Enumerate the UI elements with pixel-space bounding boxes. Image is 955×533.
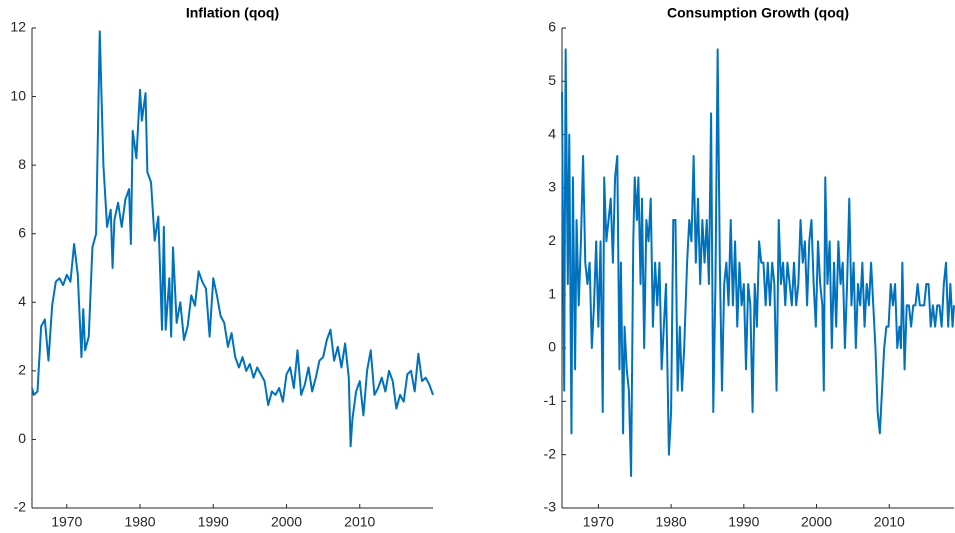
x-tick-label: 2010 — [344, 514, 375, 530]
x-tick-label: 1970 — [583, 514, 614, 530]
y-tick-label: 4 — [18, 293, 26, 309]
y-tick-label: 5 — [548, 72, 556, 88]
y-tick-label: 6 — [18, 224, 26, 240]
chart-title: Inflation (qoq) — [186, 5, 279, 21]
y-tick-label: 3 — [548, 179, 556, 195]
y-tick-label: 4 — [548, 125, 556, 141]
y-tick-label: 12 — [10, 19, 26, 35]
y-tick-label: -1 — [544, 392, 557, 408]
y-tick-label: 0 — [18, 430, 26, 446]
x-tick-label: 2000 — [801, 514, 832, 530]
x-tick-label: 2010 — [874, 514, 905, 530]
chart-title: Consumption Growth (qoq) — [667, 5, 849, 21]
y-tick-label: 8 — [18, 156, 26, 172]
y-tick-label: 6 — [548, 19, 556, 35]
x-tick-label: 1970 — [51, 514, 82, 530]
y-tick-label: 2 — [18, 362, 26, 378]
x-tick-label: 1990 — [728, 514, 759, 530]
y-tick-label: -3 — [544, 499, 557, 515]
y-tick-label: -2 — [14, 499, 27, 515]
x-tick-label: 2000 — [271, 514, 302, 530]
y-tick-label: 0 — [548, 339, 556, 355]
x-tick-label: 1990 — [198, 514, 229, 530]
x-tick-label: 1980 — [656, 514, 687, 530]
y-tick-label: -2 — [544, 445, 557, 461]
y-tick-label: 10 — [10, 87, 26, 103]
data-line — [561, 48, 955, 477]
x-tick-label: 1980 — [124, 514, 155, 530]
y-tick-label: 2 — [548, 232, 556, 248]
data-line — [31, 30, 434, 448]
y-tick-label: 1 — [548, 285, 556, 301]
